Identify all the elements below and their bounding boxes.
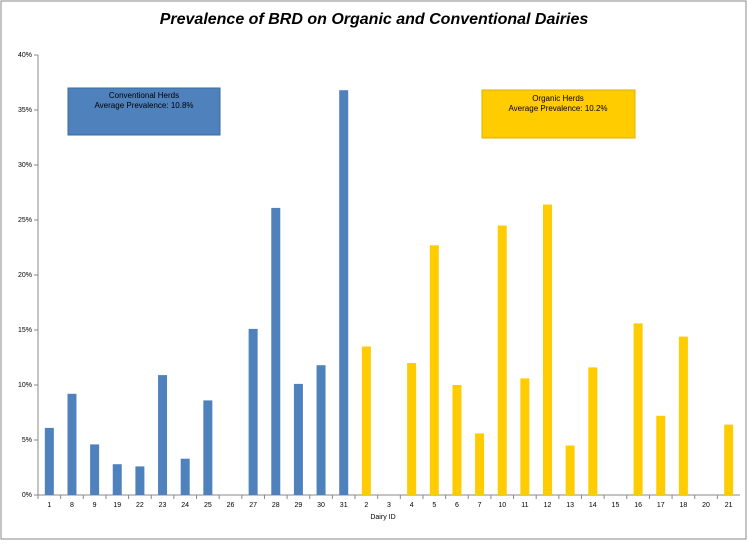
bar bbox=[361, 346, 371, 495]
bar bbox=[724, 424, 734, 495]
bar bbox=[135, 466, 145, 495]
x-tick-label: 20 bbox=[702, 502, 710, 509]
x-tick-label: 16 bbox=[634, 502, 642, 509]
annotation-text: Average Prevalence: 10.2% bbox=[508, 104, 607, 113]
y-tick-label: 30% bbox=[18, 162, 32, 169]
x-tick-label: 28 bbox=[272, 502, 280, 509]
annotation-title: Conventional Herds bbox=[109, 91, 179, 100]
bar bbox=[429, 245, 439, 495]
bar bbox=[475, 433, 485, 495]
x-tick-label: 24 bbox=[181, 502, 189, 509]
x-tick-label: 4 bbox=[410, 502, 414, 509]
x-tick-label: 14 bbox=[589, 502, 597, 509]
x-tick-label: 21 bbox=[725, 502, 733, 509]
y-tick-label: 5% bbox=[22, 437, 32, 444]
x-tick-label: 5 bbox=[432, 502, 436, 509]
bar bbox=[293, 383, 303, 495]
bar bbox=[271, 207, 281, 495]
y-tick-label: 15% bbox=[18, 327, 32, 334]
x-tick-label: 26 bbox=[227, 502, 235, 509]
x-tick-label: 8 bbox=[70, 502, 74, 509]
x-tick-label: 19 bbox=[113, 502, 121, 509]
bar bbox=[203, 400, 213, 495]
bar bbox=[316, 365, 326, 495]
y-tick-label: 10% bbox=[18, 382, 32, 389]
x-tick-label: 17 bbox=[657, 502, 665, 509]
y-tick-label: 0% bbox=[22, 492, 32, 499]
bar bbox=[158, 375, 168, 495]
x-tick-label: 25 bbox=[204, 502, 212, 509]
bar bbox=[565, 445, 575, 495]
x-tick-label: 7 bbox=[478, 502, 482, 509]
annotation-box bbox=[67, 87, 221, 136]
y-tick-label: 40% bbox=[18, 52, 32, 59]
x-tick-label: 27 bbox=[249, 502, 257, 509]
x-tick-label: 11 bbox=[521, 502, 528, 509]
bar bbox=[407, 363, 417, 495]
x-tick-label: 13 bbox=[566, 502, 574, 509]
annotation-text: Average Prevalence: 10.8% bbox=[94, 101, 193, 110]
annotation-box bbox=[481, 89, 636, 139]
bar bbox=[520, 378, 530, 495]
chart-title: Prevalence of BRD on Organic and Convent… bbox=[160, 11, 589, 28]
x-tick-label: 23 bbox=[159, 502, 167, 509]
bar bbox=[248, 328, 258, 495]
x-tick-label: 18 bbox=[679, 502, 687, 509]
y-tick-label: 20% bbox=[18, 272, 32, 279]
y-tick-label: 25% bbox=[18, 217, 32, 224]
bar bbox=[633, 323, 643, 495]
annotation-title: Organic Herds bbox=[532, 94, 584, 103]
x-tick-label: 1 bbox=[47, 502, 51, 509]
x-tick-label: 6 bbox=[455, 502, 459, 509]
bar bbox=[339, 90, 349, 495]
bar bbox=[588, 367, 598, 495]
bar bbox=[90, 444, 100, 495]
x-tick-label: 9 bbox=[93, 502, 97, 509]
x-tick-label: 3 bbox=[387, 502, 391, 509]
bar bbox=[112, 464, 122, 495]
bar bbox=[656, 415, 666, 495]
bar bbox=[452, 385, 462, 495]
bar bbox=[543, 204, 553, 495]
y-tick-label: 35% bbox=[18, 107, 32, 114]
x-tick-label: 12 bbox=[544, 502, 552, 509]
x-tick-label: 2 bbox=[364, 502, 368, 509]
bar bbox=[44, 427, 54, 495]
x-tick-label: 22 bbox=[136, 502, 144, 509]
bar bbox=[678, 336, 688, 495]
x-tick-label: 15 bbox=[612, 502, 620, 509]
x-tick-label: 31 bbox=[340, 502, 348, 509]
bar bbox=[67, 393, 77, 495]
x-axis-title: Dairy ID bbox=[370, 514, 395, 521]
x-tick-label: 29 bbox=[295, 502, 303, 509]
x-tick-label: 30 bbox=[317, 502, 325, 509]
x-tick-label: 10 bbox=[498, 502, 506, 509]
bar bbox=[497, 225, 507, 495]
bar bbox=[180, 458, 190, 495]
